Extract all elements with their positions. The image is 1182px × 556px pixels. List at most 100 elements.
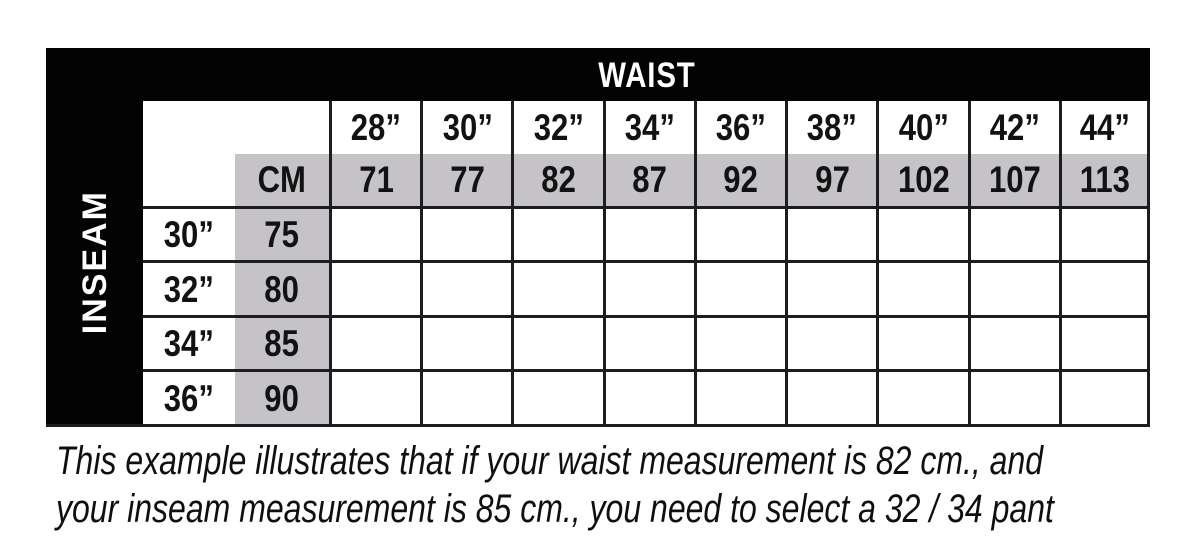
size-cell (511, 263, 603, 318)
inseam-inch-header-label: 36” (163, 377, 215, 419)
caption-line-1: This example illustrates that if your wa… (56, 439, 1044, 483)
inseam-inch-header-label: 34” (163, 323, 215, 365)
inseam-inch-header-label: 32” (163, 268, 215, 310)
caption: This example illustrates that if your wa… (56, 437, 1054, 533)
size-cell (420, 208, 512, 264)
size-cell (967, 263, 1059, 318)
size-cell (602, 263, 694, 318)
size-cell (602, 372, 694, 427)
size-cell (602, 208, 694, 264)
inseam-cm-value: 85 (235, 317, 329, 373)
waist-inch-header-label: 34” (624, 106, 675, 148)
inseam-cm-value-label: 75 (264, 213, 300, 255)
waist-inch-header-label: 38” (807, 106, 858, 148)
waist-cm-value-label: 92 (723, 159, 759, 201)
size-cell (420, 372, 512, 427)
waist-inch-header-label: 28” (351, 106, 402, 148)
waist-cm-value-label: 97 (814, 159, 850, 201)
inseam-cm-value: 80 (235, 263, 329, 318)
waist-cm-value: 77 (420, 154, 512, 209)
waist-inch-header-label: 44” (1079, 106, 1130, 148)
waist-inch-header-label: 32” (533, 106, 584, 148)
size-cell (876, 372, 968, 427)
inseam-inch-header: 34” (143, 318, 235, 373)
waist-axis-label: WAIST (597, 55, 696, 95)
inseam-inch-header: 30” (143, 209, 235, 264)
waist-axis-bar: WAIST (143, 48, 1150, 101)
inseam-inch-header: 36” (143, 372, 235, 427)
size-cell (785, 317, 877, 373)
inseam-cm-value: 90 (235, 372, 329, 427)
inseam-row: 36” 90 (46, 372, 1150, 427)
waist-cm-value: 71 (329, 154, 421, 209)
inseam-axis-bar: INSEAM (46, 48, 143, 427)
waist-inch-header: 42” (967, 100, 1059, 155)
size-cell (511, 317, 603, 373)
inseam-inch-header-label: 30” (163, 213, 215, 255)
waist-cm-header-row: CM 71 77 82 87 92 97 102 107 113 (46, 154, 1150, 209)
size-cell (785, 372, 877, 427)
waist-cm-value-label: 82 (541, 159, 576, 201)
inseam-cm-value-label: 85 (264, 323, 300, 365)
inseam-row: 30” 75 (46, 208, 1150, 264)
waist-cm-value: 92 (693, 154, 786, 209)
waist-inch-header: 30” (420, 100, 511, 155)
size-cell (1058, 372, 1150, 427)
corner-blank-cell (143, 100, 329, 155)
inseam-cm-value-label: 90 (264, 377, 300, 419)
waist-inch-header: 28” (329, 100, 420, 155)
header-band-row: INSEAM WAIST (46, 48, 1150, 427)
size-cell (602, 317, 694, 373)
waist-cm-value: 102 (876, 154, 968, 209)
waist-cm-value-label: 107 (988, 159, 1041, 201)
size-chart-table: INSEAM WAIST 28” 30” 32” 34” 36” 38” 40” 42” 44”… (46, 48, 1150, 427)
waist-cm-value: 107 (967, 154, 1059, 209)
size-cell (1058, 317, 1150, 373)
size-cell (511, 208, 603, 264)
inseam-cm-value: 75 (235, 208, 329, 264)
waist-inch-header: 32” (511, 100, 602, 155)
size-cell (420, 263, 512, 318)
size-cell (967, 208, 1059, 264)
size-cell (1058, 208, 1150, 264)
waist-cm-value-label: 77 (450, 159, 485, 201)
inseam-axis-bar-inner: INSEAM (46, 48, 143, 424)
waist-inch-header-label: 42” (989, 106, 1040, 148)
size-cell (329, 317, 421, 373)
size-cell (420, 317, 512, 373)
size-cell (876, 317, 968, 373)
size-cell (511, 372, 603, 427)
waist-inches-header-row: 28” 30” 32” 34” 36” 38” 40” 42” 44” (46, 100, 1150, 155)
size-cell (693, 263, 786, 318)
cm-unit-cell: CM (235, 154, 329, 209)
size-cell (329, 208, 421, 264)
waist-cm-value-label: 71 (358, 159, 394, 201)
waist-inch-header-label: 40” (898, 106, 949, 148)
inseam-row: 34” 85 (46, 317, 1150, 373)
waist-inch-header: 38” (785, 100, 876, 155)
waist-inch-header: 44” (1058, 100, 1150, 155)
size-cell (967, 317, 1059, 373)
size-cell (876, 208, 968, 264)
size-cell (785, 263, 877, 318)
size-cell (693, 372, 786, 427)
waist-cm-value: 87 (602, 154, 694, 209)
inseam-cm-value-label: 80 (264, 268, 300, 310)
size-cell (329, 372, 421, 427)
waist-cm-value-label: 113 (1079, 159, 1130, 201)
size-cell (693, 208, 786, 264)
waist-inch-header-label: 30” (442, 106, 493, 148)
waist-cm-value: 97 (785, 154, 877, 209)
inseam-axis-label: INSEAM (75, 189, 114, 335)
inseam-inch-header: 32” (143, 263, 235, 318)
waist-cm-value-label: 87 (632, 159, 668, 201)
size-cell (876, 263, 968, 318)
size-chart-area: INSEAM WAIST 28” 30” 32” 34” 36” 38” 40” 42” 44”… (46, 48, 1150, 427)
waist-inch-header: 34” (602, 100, 694, 155)
inseam-row: 32” 80 (46, 263, 1150, 318)
blank-cell (143, 154, 235, 209)
size-cell (329, 263, 421, 318)
size-cell (1058, 263, 1150, 318)
cm-unit-label: CM (257, 159, 307, 201)
